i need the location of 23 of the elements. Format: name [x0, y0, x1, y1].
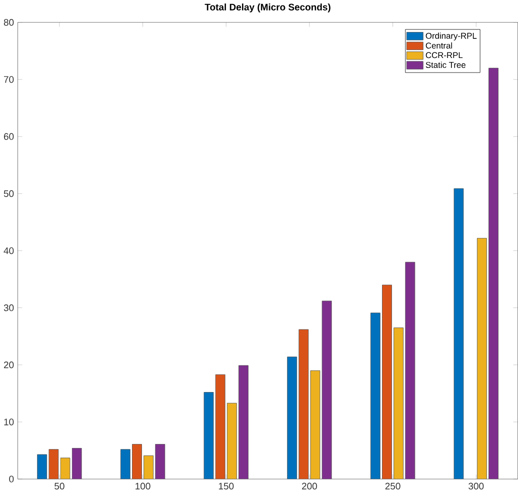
x-tick-label: 150 — [218, 482, 234, 490]
y-tick-label: 80 — [4, 19, 14, 26]
y-tick-label: 40 — [4, 247, 14, 254]
y-tick-label: 50 — [4, 190, 14, 197]
y-tick-label: 30 — [4, 304, 14, 312]
bar — [48, 449, 59, 480]
y-tick-label: 10 — [4, 418, 14, 426]
legend-label: Central — [426, 42, 452, 49]
x-tick-label: 200 — [302, 482, 317, 490]
bar — [37, 454, 48, 480]
x-tick-label: 300 — [468, 482, 484, 490]
y-tick-label: 70 — [4, 76, 14, 83]
x-tick-label: 100 — [136, 482, 150, 490]
y-tick-label: 20 — [4, 362, 14, 368]
y-tick-label: 0 — [9, 476, 14, 482]
legend-label: CCR-RPL — [426, 52, 463, 58]
x-tick-label: 50 — [54, 482, 64, 490]
x-tick-label: 250 — [385, 482, 400, 490]
y-tick-label: 60 — [4, 133, 14, 140]
legend-label: Ordinary-RPL — [426, 32, 477, 40]
legend-label: Static Tree — [426, 62, 466, 68]
chart-title: Total Delay (Micro Seconds) — [204, 4, 330, 12]
bar — [454, 188, 464, 480]
